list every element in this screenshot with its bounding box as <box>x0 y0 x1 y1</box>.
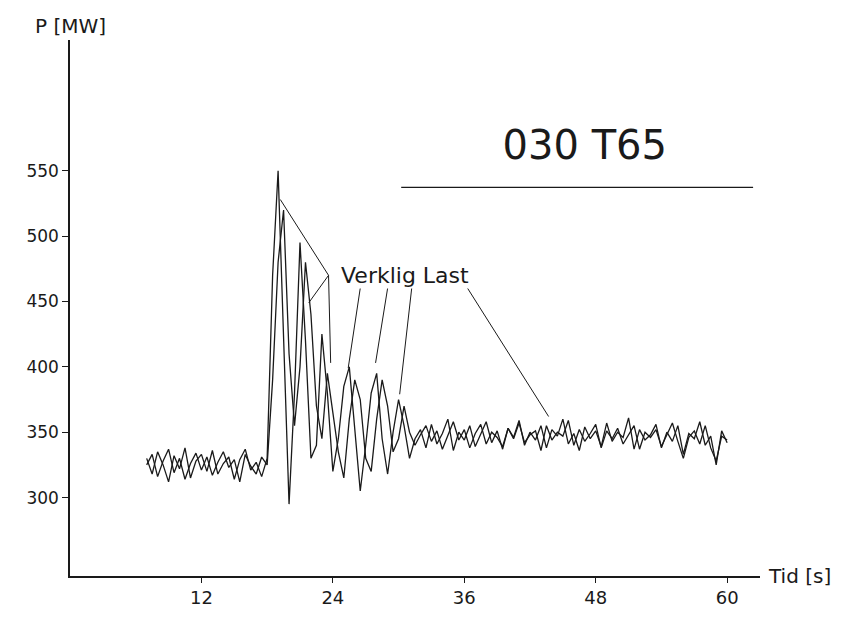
svg-text:48: 48 <box>584 587 607 608</box>
svg-text:12: 12 <box>190 587 213 608</box>
svg-text:450: 450 <box>26 291 58 311</box>
svg-text:550: 550 <box>26 161 58 181</box>
svg-text:300: 300 <box>26 488 58 508</box>
svg-text:36: 36 <box>453 587 476 608</box>
svg-text:24: 24 <box>321 587 344 608</box>
svg-text:500: 500 <box>26 226 58 246</box>
svg-text:60: 60 <box>716 587 739 608</box>
svg-text:Tid [s]: Tid [s] <box>768 564 831 588</box>
svg-text:Verklig Last: Verklig Last <box>341 263 469 288</box>
svg-text:350: 350 <box>26 422 58 442</box>
svg-text:030 T65: 030 T65 <box>503 122 667 168</box>
svg-text:400: 400 <box>26 357 58 377</box>
svg-text:P [MW]: P [MW] <box>35 14 106 38</box>
